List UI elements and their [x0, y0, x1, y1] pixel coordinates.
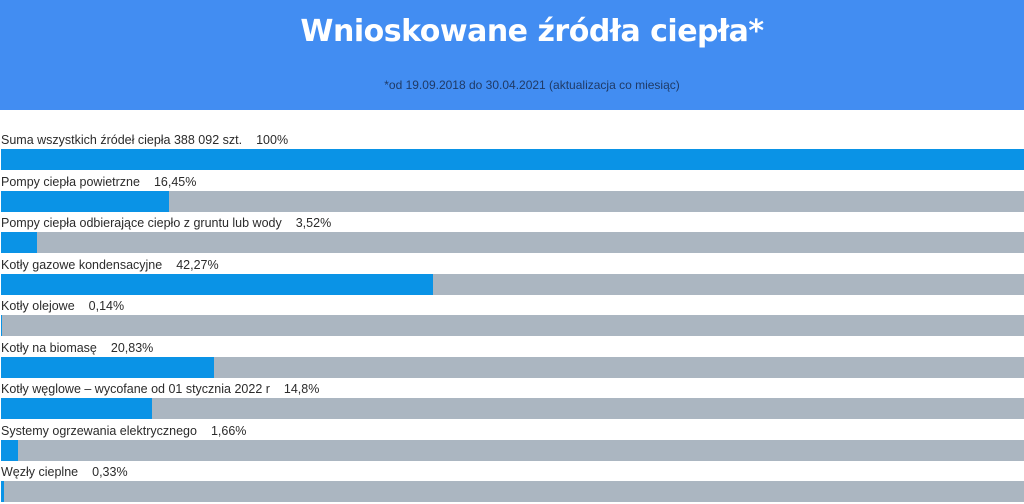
bar-label: Kotły olejowe 0,14% [1, 298, 124, 314]
bar [1, 149, 1024, 170]
category-label: Suma wszystkich źródeł ciepła 388 092 sz… [1, 133, 243, 147]
bar-track [1, 439, 1024, 461]
value-label: 14,8% [283, 382, 320, 396]
bar-label: Pompy ciepła odbierające ciepło z gruntu… [1, 215, 331, 231]
bar [1, 356, 215, 378]
bar [1, 481, 5, 502]
value-label: 1,66% [210, 423, 247, 438]
category-label: Węzły cieplne [1, 465, 79, 479]
bar-label: Węzły cieplne 0,33% [1, 464, 128, 480]
header-banner: Wnioskowane źródła ciepła* *od 19.09.201… [0, 0, 1024, 110]
bar-track [1, 273, 1024, 295]
category-label: Kotły olejowe [1, 299, 75, 313]
bar-label: Suma wszystkich źródeł ciepła 388 092 sz… [1, 132, 288, 148]
bar-track [1, 315, 1024, 336]
bar [1, 190, 170, 212]
bar-label: Kotły gazowe kondensacyjne 42,27% [1, 257, 219, 273]
value-label: 3,52% [295, 216, 332, 230]
bar-label: Kotły węglowe – wycofane od 01 stycznia … [1, 381, 319, 397]
value-label: 42,27% [176, 257, 219, 272]
chart-title: Wnioskowane źródła ciepła* [300, 14, 764, 49]
bar-label: Systemy ogrzewania elektrycznego 1,66% [1, 423, 246, 439]
value-label: 16,45% [153, 174, 197, 189]
bar [1, 315, 3, 336]
category-label: Kotły gazowe kondensacyjne [1, 257, 163, 272]
category-label: Pompy ciepła odbierające ciepło z gruntu… [1, 216, 282, 230]
bar [1, 398, 153, 419]
bar-track [1, 149, 1024, 170]
category-label: Kotły na biomasę [1, 340, 97, 355]
bar-track [1, 356, 1024, 378]
value-label: 0,33% [92, 465, 128, 479]
bar [1, 439, 18, 461]
bar-track [1, 398, 1024, 419]
category-label: Systemy ogrzewania elektrycznego [1, 423, 197, 438]
bar [1, 273, 434, 295]
bar-track [1, 232, 1024, 253]
value-label: 100% [256, 133, 289, 147]
bar-track [1, 481, 1024, 502]
chart-subtitle: *od 19.09.2018 do 30.04.2021 (aktualizac… [384, 78, 680, 92]
bar-track [1, 190, 1024, 212]
bar-label: Pompy ciepła powietrzne 16,45% [1, 174, 196, 190]
bar [1, 232, 37, 253]
value-label: 20,83% [110, 340, 154, 355]
bar-label: Kotły na biomasę 20,83% [1, 340, 153, 356]
category-label: Pompy ciepła powietrzne [1, 174, 140, 189]
category-label: Kotły węglowe – wycofane od 01 stycznia … [1, 382, 270, 396]
value-label: 0,14% [88, 299, 125, 313]
